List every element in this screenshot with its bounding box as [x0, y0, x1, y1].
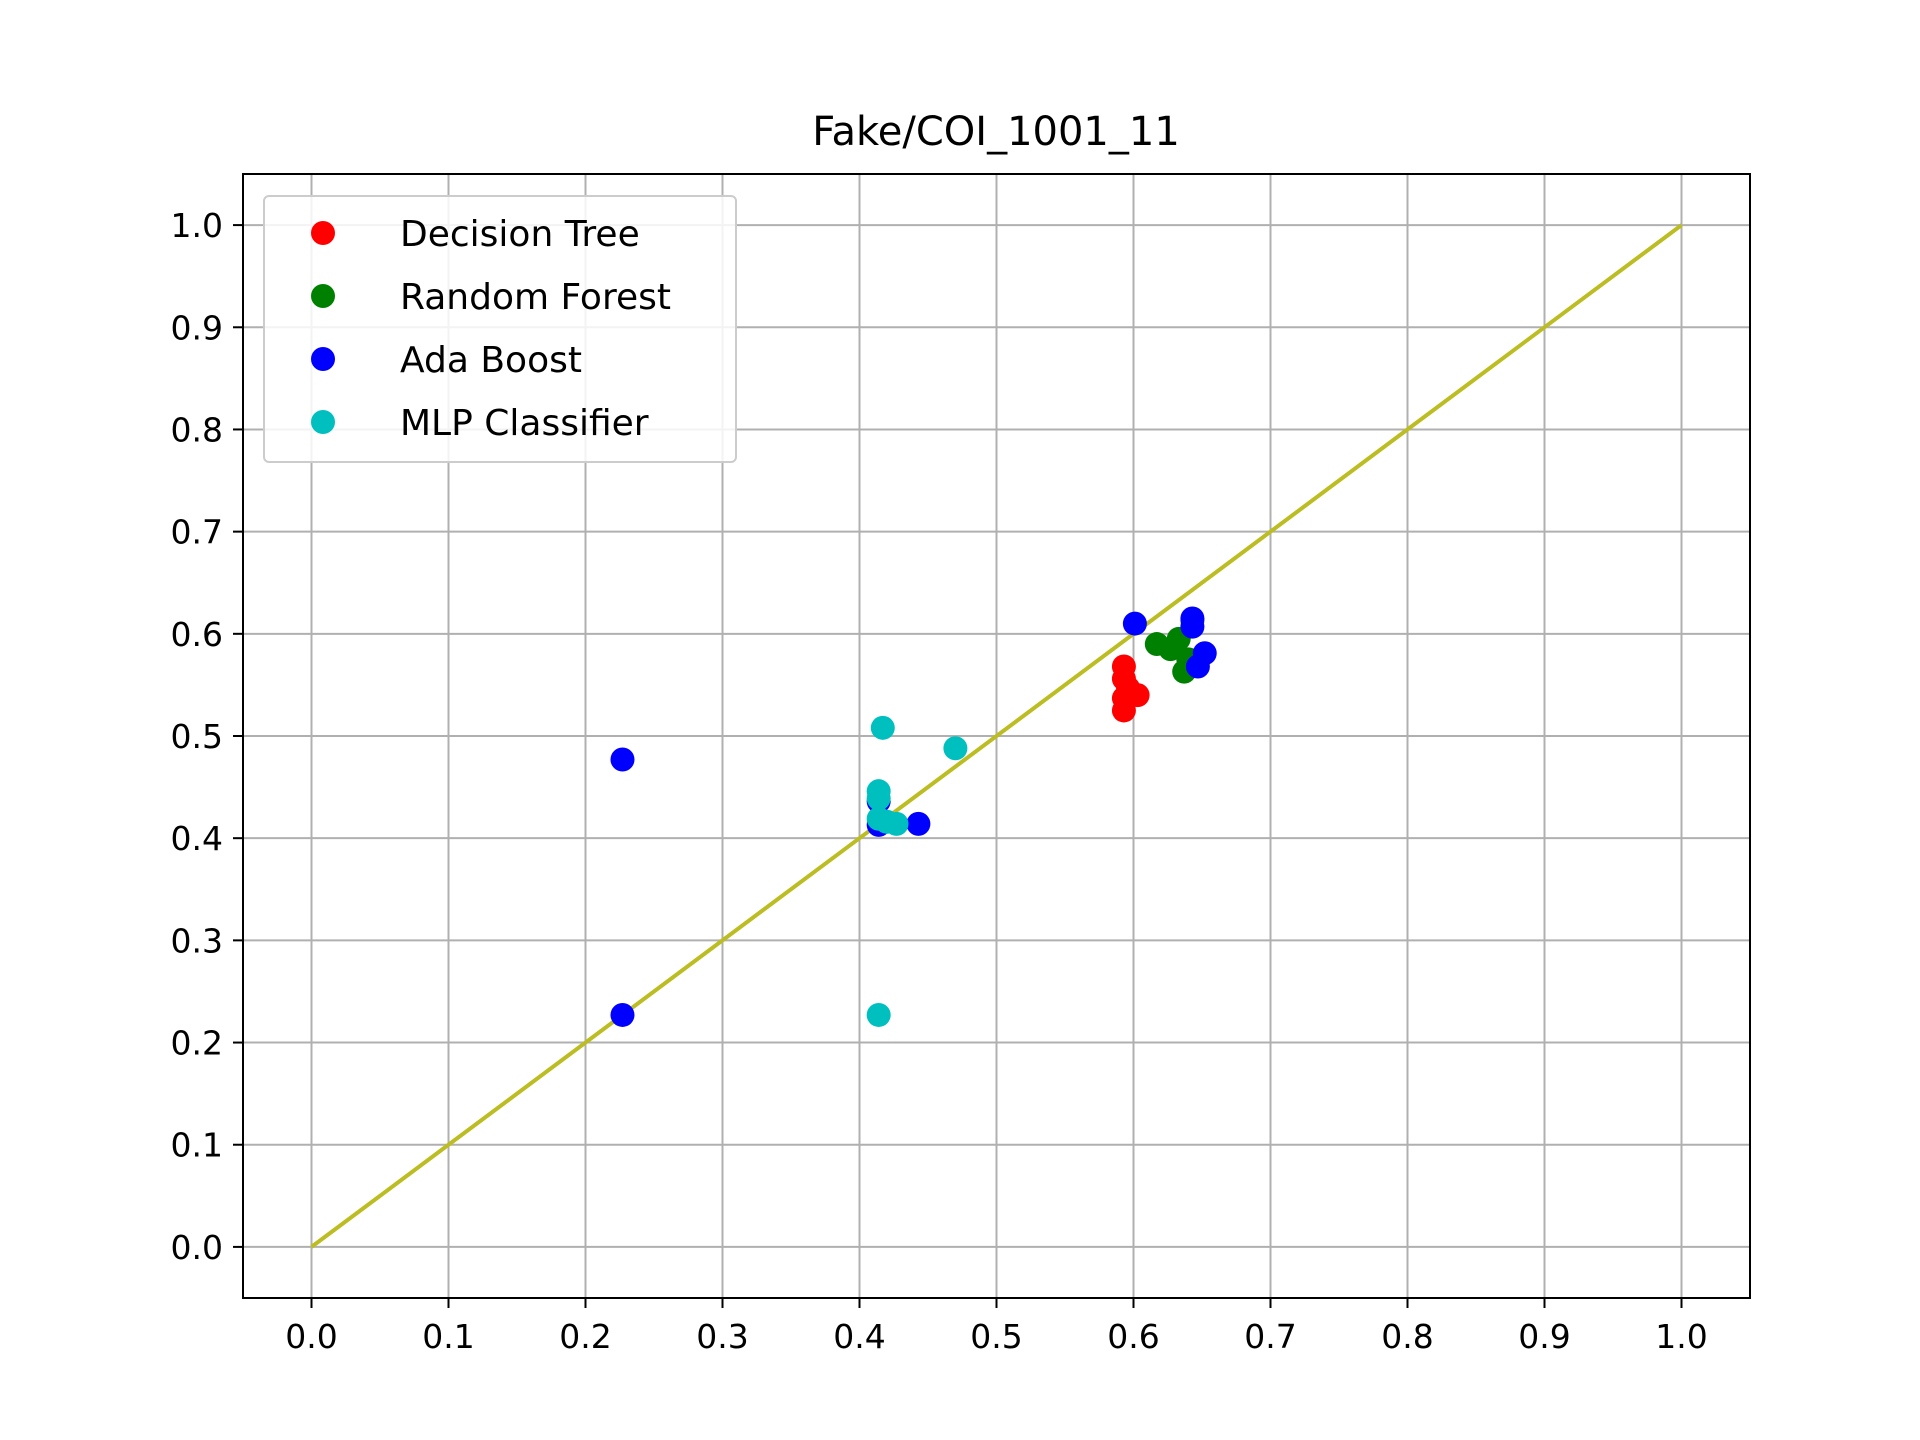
legend-marker-mlp-classifier	[311, 410, 335, 434]
plot-frame	[242, 173, 1751, 1299]
y-tick-label: 0.9	[171, 308, 223, 347]
legend-label-random-forest: Random Forest	[400, 277, 671, 318]
y-tick-label: 0.8	[171, 410, 223, 449]
data-points	[610, 606, 1217, 1027]
x-tick-label: 0.3	[696, 1317, 748, 1356]
y-tick-label: 0.0	[171, 1228, 223, 1267]
legend-label-ada-boost: Ada Boost	[400, 340, 582, 381]
x-tick-label: 0.7	[1244, 1317, 1296, 1356]
reference-line-layer	[310, 223, 1683, 1249]
chart-title: Fake/COI_1001_11	[812, 109, 1180, 155]
y-tick-label: 0.5	[171, 717, 223, 756]
y-tick-label: 0.4	[171, 819, 223, 858]
ada-boost-point	[1185, 654, 1210, 679]
x-tick-label: 0.1	[422, 1317, 474, 1356]
legend-label-mlp-classifier: MLP Classifier	[400, 403, 649, 444]
x-tick-label: 0.2	[559, 1317, 611, 1356]
ada-boost-point	[610, 1002, 635, 1027]
ada-boost-point	[1122, 611, 1147, 636]
y-axis: 0.0 0.1 0.2 0.3 0.4 0.5 0.6 0.7 0.8 0.9 1.0	[171, 206, 243, 1267]
legend-box	[263, 195, 737, 463]
mlp-classifier-point	[943, 736, 968, 761]
x-tick-label: 0.0	[285, 1317, 337, 1356]
ada-boost-point	[610, 747, 635, 772]
legend-label-decision-tree: Decision Tree	[400, 214, 640, 255]
y-tick-label: 0.3	[171, 921, 223, 960]
y-tick-label: 0.6	[171, 615, 223, 654]
mlp-classifier-point	[870, 715, 895, 740]
legend-marker-decision-tree	[311, 221, 335, 245]
mlp-classifier-point	[866, 786, 891, 811]
y-tick-label: 1.0	[171, 206, 223, 245]
x-axis: 0.0 0.1 0.2 0.3 0.4 0.5 0.6 0.7 0.8 0.9 1.0	[285, 1298, 1708, 1356]
x-tick-label: 1.0	[1655, 1317, 1707, 1356]
ada-boost-point	[906, 811, 931, 836]
reference-line	[310, 223, 1683, 1249]
y-tick-label: 0.7	[171, 513, 223, 552]
ada-boost-point	[1180, 614, 1205, 639]
legend-marker-ada-boost	[311, 347, 335, 371]
mlp-classifier-point	[866, 1002, 891, 1027]
y-tick-label: 0.1	[171, 1126, 223, 1165]
x-tick-label: 0.6	[1107, 1317, 1159, 1356]
y-tick-label: 0.2	[171, 1024, 223, 1063]
legend: Decision Tree Random Forest Ada Boost MLP C…	[263, 195, 737, 463]
mlp-classifier-point	[884, 811, 909, 836]
legend-marker-random-forest	[311, 284, 335, 308]
decision-tree-point	[1116, 675, 1141, 700]
x-tick-label: 0.9	[1518, 1317, 1570, 1356]
decision-tree-point	[1111, 698, 1136, 723]
x-tick-label: 0.8	[1381, 1317, 1433, 1356]
x-tick-label: 0.4	[833, 1317, 885, 1356]
x-tick-label: 0.5	[970, 1317, 1022, 1356]
